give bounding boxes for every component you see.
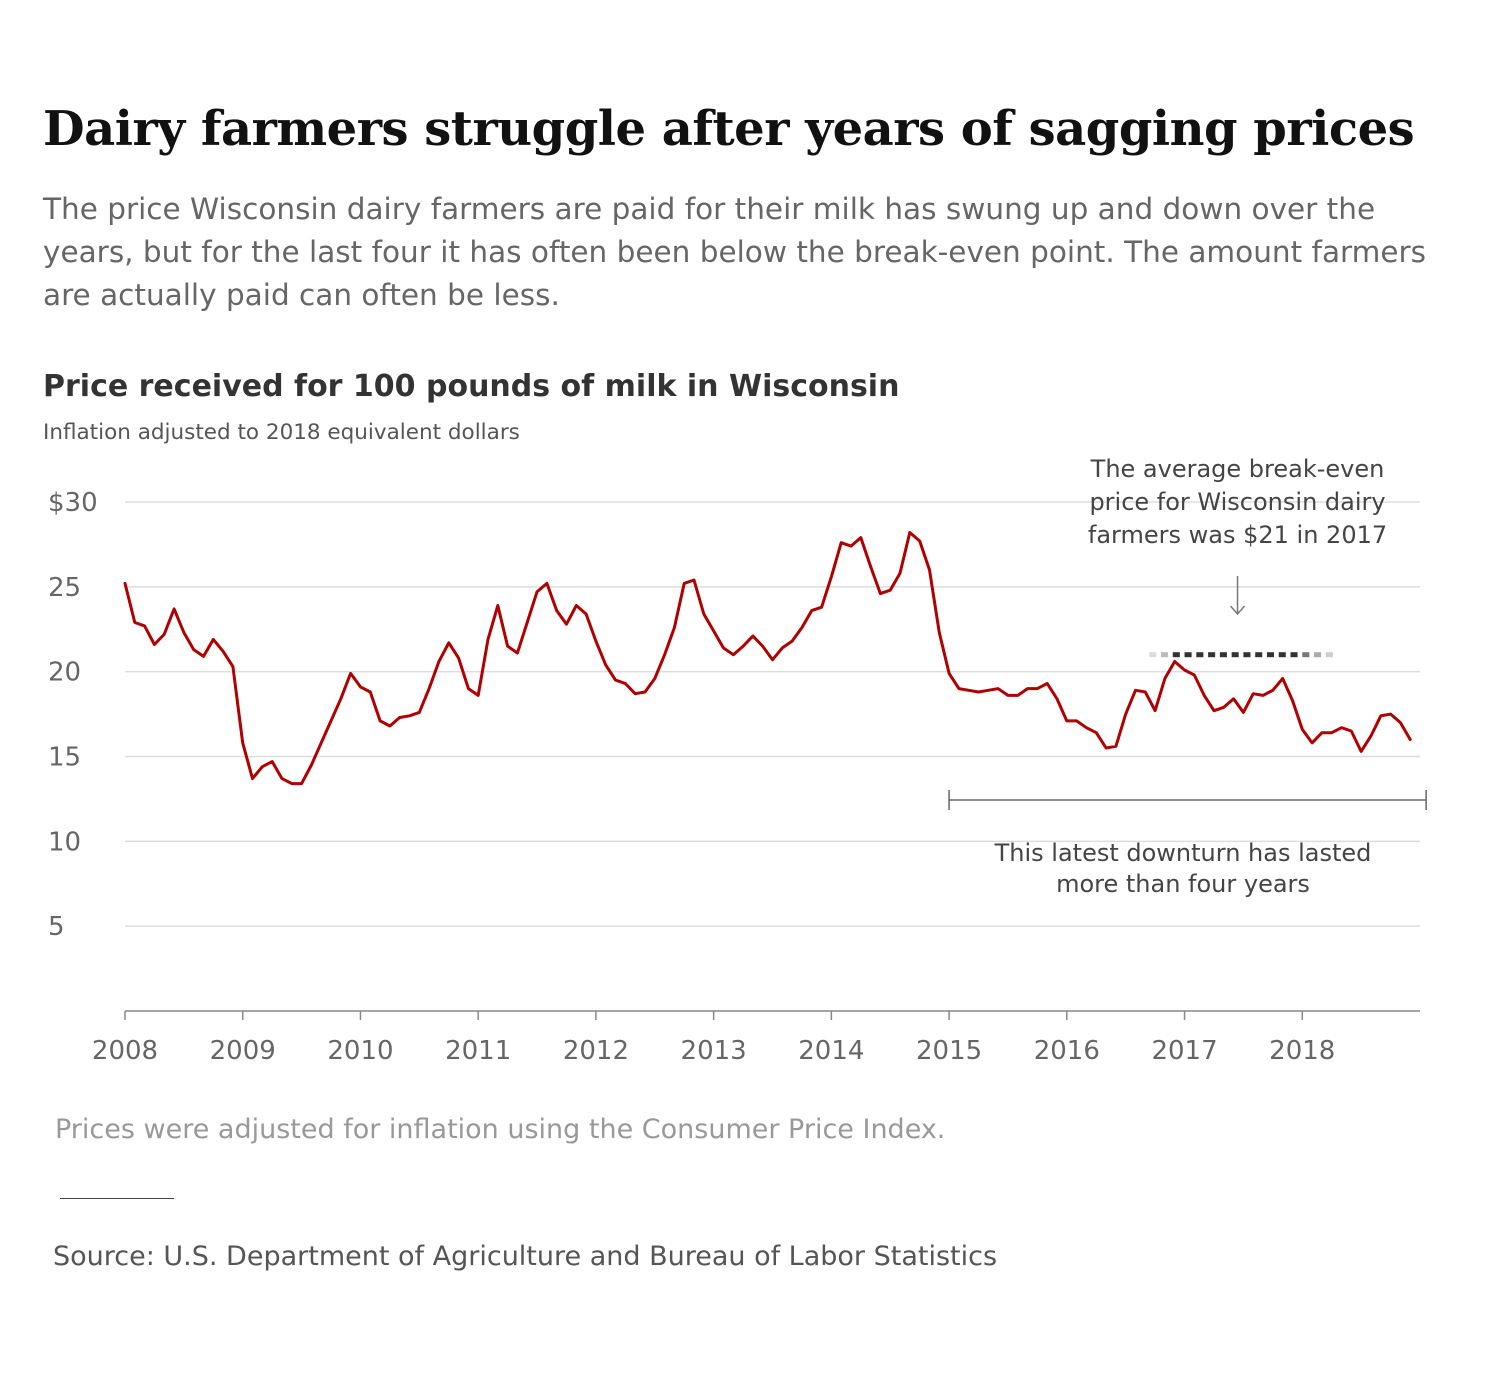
x-tick-label-2011: 2011 xyxy=(445,1036,511,1066)
footer-rule xyxy=(60,1198,174,1199)
x-tick-label-2009: 2009 xyxy=(210,1036,276,1066)
x-tick-label-2008: 2008 xyxy=(92,1036,158,1066)
x-tick-label-2017: 2017 xyxy=(1151,1036,1217,1066)
x-tick-label-2012: 2012 xyxy=(563,1036,629,1066)
x-tick-label-2013: 2013 xyxy=(681,1036,747,1066)
y-tick-label-10: 10 xyxy=(48,827,81,857)
y-tick-labels: 5 10 15 20 25 $30 xyxy=(48,488,98,942)
break-even-label-line: farmers was $21 in 2017 xyxy=(1088,521,1387,549)
x-tick-label-2010: 2010 xyxy=(327,1036,393,1066)
x-tick-label-2018: 2018 xyxy=(1269,1036,1335,1066)
headline: Dairy farmers struggle after years of sa… xyxy=(43,101,1415,157)
break-even-label-line: price for Wisconsin dairy xyxy=(1089,488,1385,516)
line-chart: 5 10 15 20 25 $30 2008 2009 2010 2011 2012 2013 201… xyxy=(48,455,1427,1066)
y-tick-label-5: 5 xyxy=(48,912,65,942)
downturn-annotation: This latest downturn has lasted more than… xyxy=(948,790,1427,898)
y-tick-label-15: 15 xyxy=(48,743,81,773)
chart-subtitle: Inflation adjusted to 2018 equivalent do… xyxy=(43,420,520,445)
price-series xyxy=(123,531,1412,786)
source-credit: Source: U.S. Department of Agriculture a… xyxy=(53,1241,998,1272)
chart-title: Price received for 100 pounds of milk in… xyxy=(43,369,900,404)
series-line xyxy=(123,531,1412,786)
gridlines xyxy=(125,501,1420,927)
break-even-label-line: The average break-even xyxy=(1090,455,1385,483)
x-axis: 2008 2009 2010 2011 2012 2013 2014 2015 2016 2017… xyxy=(92,1010,1420,1066)
break-even-annotation: The average break-even price for Wisconsi… xyxy=(1088,455,1387,658)
downturn-label-line: more than four years xyxy=(1056,870,1310,898)
y-tick-label-30: $30 xyxy=(48,488,98,518)
x-tick-label-2016: 2016 xyxy=(1034,1036,1100,1066)
x-tick-label-2014: 2014 xyxy=(798,1036,864,1066)
x-tick-label-2015: 2015 xyxy=(916,1036,982,1066)
y-tick-label-25: 25 xyxy=(48,573,81,603)
dek: The price Wisconsin dairy farmers are pa… xyxy=(43,192,1427,312)
downturn-label-line: This latest downturn has lasted xyxy=(994,839,1372,867)
footnote: Prices were adjusted for inflation using… xyxy=(55,1114,946,1145)
y-tick-label-20: 20 xyxy=(48,658,81,688)
break-even-arrow-head xyxy=(1229,605,1246,616)
